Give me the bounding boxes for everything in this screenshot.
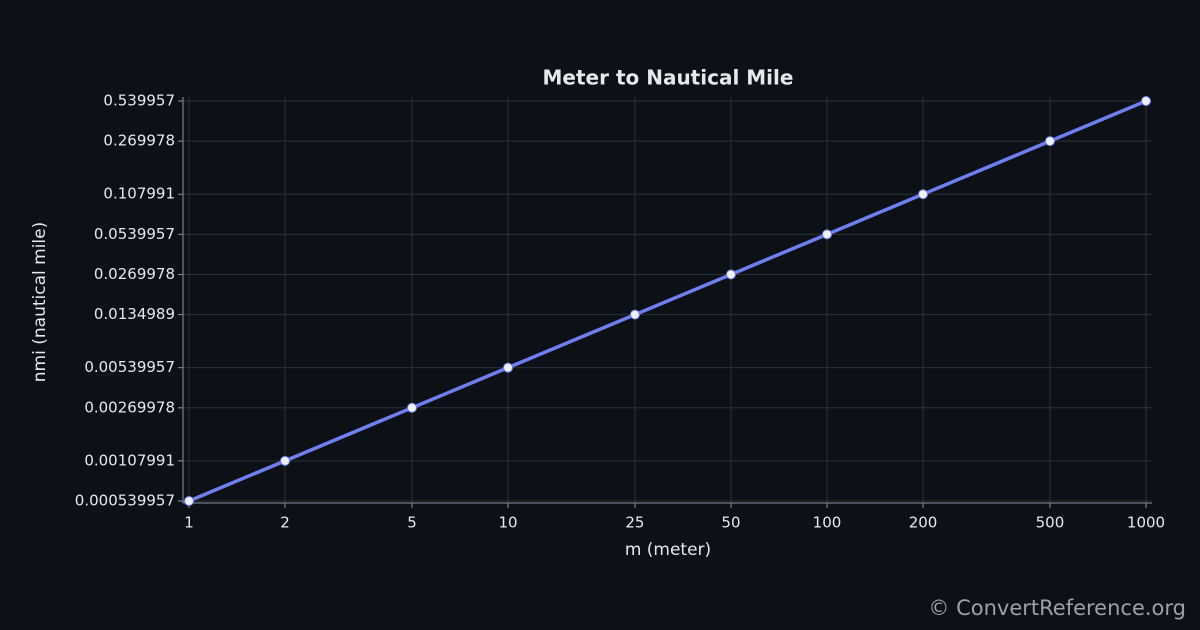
data-point xyxy=(725,269,736,280)
x-tick-label: 100 xyxy=(813,514,842,532)
chart-title: Meter to Nautical Mile xyxy=(543,66,794,90)
data-point xyxy=(406,402,417,413)
y-tick-label: 0.0269978 xyxy=(94,265,175,283)
y-tick-label: 0.000539957 xyxy=(75,492,175,510)
x-tick-label: 1 xyxy=(184,514,194,532)
x-axis-label: m (meter) xyxy=(625,540,711,560)
y-tick-label: 0.0539957 xyxy=(94,225,175,243)
x-tick-label: 2 xyxy=(280,514,290,532)
y-tick-label: 0.00107991 xyxy=(84,451,175,469)
y-tick-label: 0.0134989 xyxy=(94,305,175,323)
data-point xyxy=(503,362,513,373)
y-tick-label: 0.539957 xyxy=(103,92,175,110)
data-point xyxy=(280,455,291,466)
x-tick-label: 500 xyxy=(1036,514,1065,532)
x-tick-label: 1000 xyxy=(1127,514,1165,532)
watermark: © ConvertReference.org xyxy=(928,596,1186,620)
data-point xyxy=(629,309,640,320)
x-tick-label: 5 xyxy=(407,514,417,532)
data-point xyxy=(918,189,929,200)
y-tick-label: 0.00539957 xyxy=(84,358,175,376)
x-tick-label: 25 xyxy=(625,514,644,532)
y-tick-label: 0.269978 xyxy=(103,132,175,150)
y-axis-label: nmi (nautical mile) xyxy=(30,222,50,382)
y-tick-label: 0.00269978 xyxy=(84,398,175,416)
data-line xyxy=(188,99,1147,503)
data-point xyxy=(1141,96,1151,106)
x-tick-label: 200 xyxy=(909,514,938,532)
x-tick-label: 50 xyxy=(721,514,740,532)
x-tick-label: 10 xyxy=(498,514,517,532)
y-tick-label: 0.107991 xyxy=(103,185,175,203)
data-point xyxy=(1044,136,1055,147)
data-point xyxy=(822,229,832,240)
data-point xyxy=(184,496,194,506)
